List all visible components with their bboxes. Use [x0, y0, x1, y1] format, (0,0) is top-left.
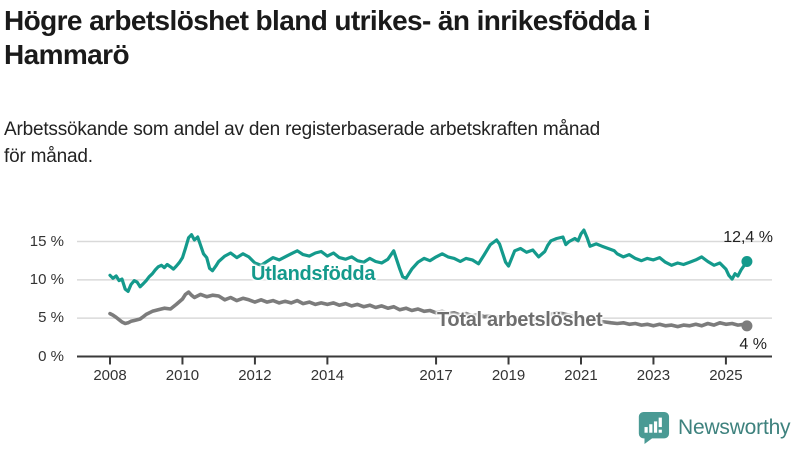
series-label-total-arbetsloshet: Total arbetslöshet	[437, 309, 603, 331]
newsworthy-logo: Newsworthy	[636, 410, 791, 446]
title-line-2: Hammarö	[4, 38, 130, 70]
series-end-dots	[741, 255, 753, 332]
x-axis	[77, 355, 772, 365]
newsworthy-brand-text: Newsworthy	[678, 416, 791, 439]
subtitle-line-1: Arbetssökande som andel av den registerb…	[4, 119, 601, 140]
newsworthy-bubble-icon	[638, 411, 670, 445]
series-line-utlandsfodda	[108, 228, 749, 293]
page-title: Högre arbetslöshet bland utrikes- än inr…	[4, 4, 796, 71]
title-line-1: Högre arbetslöshet bland utrikes- än inr…	[4, 5, 651, 36]
series-line-total-arbetsloshet	[108, 290, 749, 329]
chart-subtitle: Arbetssökande som andel av den registerb…	[4, 117, 796, 171]
end-value-label-total: 4 %	[739, 336, 767, 353]
series-line-utlandsfodda-end-dot	[741, 255, 753, 267]
subtitle-line-2: för månad.	[4, 145, 93, 167]
series-lines	[108, 228, 749, 329]
series-line-total-arbetsloshet-end-dot	[741, 320, 753, 332]
gridlines	[77, 240, 772, 319]
end-value-label-utlandsfodda: 12,4 %	[723, 229, 773, 246]
series-label-utlandsfodda: Utlandsfödda	[251, 263, 376, 285]
